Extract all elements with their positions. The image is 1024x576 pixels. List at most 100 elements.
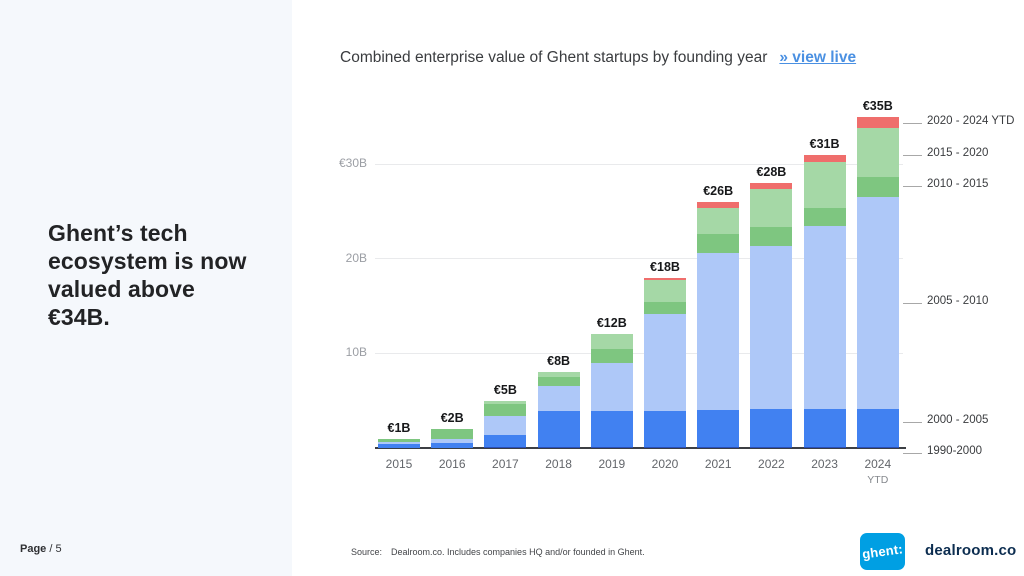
segment-2000-2005 [644,411,686,448]
segment-2000-2005 [590,411,633,448]
segment-2005-2010 [644,313,686,412]
segment-2005-2010 [697,253,740,411]
legend-label: 2000 - 2005 [927,414,989,426]
x-axis-label: 2018 [545,456,572,471]
segment-2020-2024YTD [697,201,740,208]
legend-label: 2015 - 2020 [927,147,989,159]
x-axis-label: 2024 [864,456,892,471]
segment-2005-2010 [803,226,846,410]
segment-2010-2015 [644,302,686,314]
gridline-20 [375,258,903,260]
gridline-30 [375,163,903,165]
ghent-logo-text: ghent: [861,541,904,562]
bar-2024: €35B 2024 YTD [856,99,899,486]
bar-value-label: €31B [809,136,840,151]
segment-1990-2000 [590,447,633,448]
x-axis-sublabel: YTD [867,473,889,486]
segment-2020-2024YTD [644,277,686,281]
segment-2015-2020 [537,372,580,378]
bar-value-label: €28B [756,164,787,179]
bar-2023: €31B 2023 [803,137,846,471]
segment-1990-2000 [484,447,527,448]
segment-2010-2015 [431,429,474,440]
legend-leader-line [903,303,922,304]
segment-2015-2020 [644,280,686,303]
segment-2000-2005 [484,434,527,448]
dealroom-logo: dealroom.co [925,542,1017,559]
x-axis-label: 2015 [385,456,413,471]
segment-2000-2005 [697,410,740,448]
view-live-link[interactable]: » view live [779,49,857,66]
bar-value-label: €5B [493,382,517,397]
segment-1990-2000 [644,447,686,448]
x-axis-label: 2019 [598,456,626,471]
segment-2015-2020 [750,188,793,227]
source-text: Dealroom.co. Includes companies HQ and/o… [391,547,645,557]
legend-label: 1990-2000 [927,445,982,457]
segment-2015-2020 [697,207,740,235]
segment-2000-2005 [431,443,474,448]
bar-2018: €8B 2018 [537,354,580,471]
segment-2010-2015 [590,348,633,363]
segment-2010-2015 [484,403,527,416]
x-axis-label: 2016 [438,456,466,471]
source-label: Source: [351,547,383,557]
bar-value-label: €8B [547,354,571,369]
segment-2010-2015 [537,377,580,387]
bar-value-label: €2B [440,411,464,426]
bar-2016: €2B 2016 [431,411,474,471]
segment-2000-2005 [537,411,580,448]
segment-2000-2005 [750,409,793,448]
segment-1990-2000 [750,447,793,448]
segment-2005-2010 [484,415,527,435]
segment-2015-2020 [484,400,527,404]
segment-2020-2024YTD [803,154,846,163]
page-label: Page [20,543,47,555]
chart-title: Combined enterprise value of Ghent start… [340,49,768,66]
y-axis-tick: 20B [345,250,367,265]
x-axis-label: 2023 [811,456,838,471]
segment-2020-2024YTD [750,182,793,189]
segment-1990-2000 [697,447,740,448]
bar-2021: €26B 2021 [697,184,740,471]
segment-2005-2010 [590,362,633,412]
sidebar-panel: Ghent’s tech ecosystem is now valued abo… [0,0,292,576]
bar-2017: €5B 2017 [484,383,527,471]
bar-value-label: €1B [387,420,411,435]
x-axis-line [375,446,906,449]
bar-value-label: €18B [650,259,680,274]
segment-2015-2020 [590,334,633,349]
legend-leader-line [903,155,922,156]
segment-2005-2010 [431,439,474,444]
segment-2010-2015 [803,207,846,227]
segment-2010-2015 [750,226,793,247]
page-indicator: Page / 5 [20,543,62,555]
chart-title-row: Combined enterprise value of Ghent start… [340,49,856,67]
segment-2010-2015 [856,177,899,198]
bar-2020: €18B 2020 [644,260,686,471]
x-axis-label: 2022 [758,456,785,471]
segment-1990-2000 [537,447,580,448]
bar-value-label: €12B [596,316,627,331]
legend-leader-line [903,422,922,423]
segment-2020-2024YTD [856,116,899,129]
segment-2000-2005 [856,409,899,448]
legend-leader-line [903,186,922,187]
bar-value-label: €35B [862,98,893,113]
bar-2022: €28B 2022 [750,165,793,471]
segment-2010-2015 [378,438,420,443]
page-number: / 5 [49,543,62,555]
legend-label: 2020 - 2024 YTD [927,115,1015,127]
segment-1990-2000 [856,447,899,448]
legend-label: 2010 - 2015 [927,178,989,190]
legend-leader-line [903,453,922,454]
bar-value-label: €26B [703,183,734,198]
segment-2005-2010 [856,197,899,410]
legend-label: 2005 - 2010 [927,295,989,307]
segment-1990-2000 [803,447,846,448]
segment-2015-2020 [803,162,846,208]
x-axis-label: 2020 [651,456,679,471]
headline: Ghent’s tech ecosystem is now valued abo… [48,220,247,330]
ghent-logo: ghent: [860,533,905,570]
